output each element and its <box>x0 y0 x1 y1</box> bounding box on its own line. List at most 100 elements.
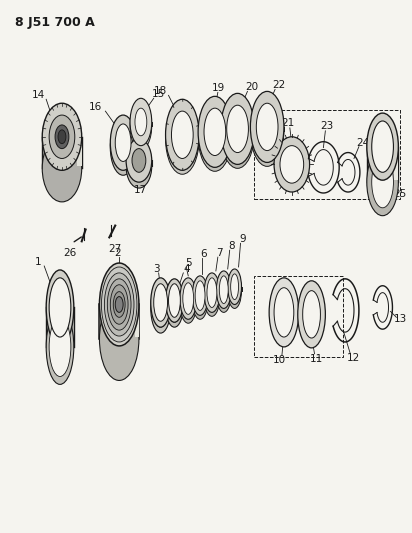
Ellipse shape <box>219 280 228 308</box>
Ellipse shape <box>303 290 321 338</box>
Ellipse shape <box>195 281 205 310</box>
Bar <box>77 139 82 166</box>
Ellipse shape <box>49 115 75 158</box>
Text: 8: 8 <box>228 241 235 251</box>
Ellipse shape <box>228 273 241 309</box>
Ellipse shape <box>367 113 398 180</box>
Text: 2: 2 <box>114 248 121 258</box>
Bar <box>130 122 152 126</box>
Bar <box>99 304 139 339</box>
Ellipse shape <box>231 274 239 300</box>
Ellipse shape <box>108 279 131 330</box>
Ellipse shape <box>99 297 139 381</box>
Bar <box>110 143 136 148</box>
Bar <box>221 129 254 133</box>
Ellipse shape <box>198 100 232 171</box>
Text: 11: 11 <box>310 354 323 364</box>
Bar <box>166 135 199 139</box>
Ellipse shape <box>115 129 131 166</box>
Ellipse shape <box>135 112 147 140</box>
Text: 17: 17 <box>134 185 147 195</box>
Ellipse shape <box>166 279 183 322</box>
Bar <box>254 110 400 199</box>
Ellipse shape <box>367 149 398 216</box>
Ellipse shape <box>180 282 197 323</box>
Ellipse shape <box>113 292 125 317</box>
Ellipse shape <box>101 267 137 342</box>
Bar <box>250 127 284 131</box>
Ellipse shape <box>192 276 208 316</box>
Ellipse shape <box>207 278 217 308</box>
Ellipse shape <box>166 103 199 174</box>
Text: 5: 5 <box>185 258 192 268</box>
Text: 25: 25 <box>394 189 407 199</box>
Bar <box>228 287 241 290</box>
Bar <box>166 301 183 305</box>
Ellipse shape <box>216 271 231 309</box>
Ellipse shape <box>126 144 152 188</box>
Ellipse shape <box>204 277 220 316</box>
Text: 13: 13 <box>394 314 407 324</box>
Ellipse shape <box>183 283 194 314</box>
Ellipse shape <box>130 98 152 146</box>
Bar <box>394 149 398 180</box>
Ellipse shape <box>169 284 180 317</box>
Text: 7: 7 <box>216 248 223 258</box>
Ellipse shape <box>192 280 208 319</box>
Ellipse shape <box>58 130 66 144</box>
Ellipse shape <box>104 273 134 336</box>
Ellipse shape <box>227 105 248 152</box>
Text: 27: 27 <box>109 244 122 254</box>
Text: 4: 4 <box>183 264 190 274</box>
Ellipse shape <box>154 284 168 321</box>
Ellipse shape <box>132 155 146 178</box>
Ellipse shape <box>256 103 278 151</box>
Bar <box>198 132 232 136</box>
Ellipse shape <box>183 287 194 318</box>
Bar <box>135 306 139 337</box>
Ellipse shape <box>207 282 217 311</box>
Ellipse shape <box>250 91 284 163</box>
Ellipse shape <box>269 278 299 347</box>
Ellipse shape <box>42 103 82 171</box>
Text: 8 J51 700 A: 8 J51 700 A <box>14 17 94 29</box>
Bar <box>42 137 82 168</box>
Text: 15: 15 <box>152 90 165 99</box>
Ellipse shape <box>151 284 171 333</box>
Bar <box>99 304 139 339</box>
Ellipse shape <box>195 285 205 314</box>
Bar <box>254 276 343 357</box>
Ellipse shape <box>55 125 69 149</box>
Text: 9: 9 <box>239 235 246 244</box>
Ellipse shape <box>46 310 74 384</box>
Text: 1: 1 <box>35 257 42 267</box>
Ellipse shape <box>154 289 168 327</box>
Text: 21: 21 <box>281 118 295 128</box>
Ellipse shape <box>221 98 254 168</box>
Ellipse shape <box>166 99 199 171</box>
Ellipse shape <box>198 96 232 167</box>
Ellipse shape <box>221 93 254 164</box>
Ellipse shape <box>231 278 239 303</box>
Ellipse shape <box>49 317 71 376</box>
Ellipse shape <box>49 278 71 337</box>
Ellipse shape <box>204 112 226 159</box>
Ellipse shape <box>227 109 248 157</box>
Ellipse shape <box>151 278 171 327</box>
Ellipse shape <box>126 139 152 182</box>
Ellipse shape <box>280 146 304 183</box>
Ellipse shape <box>171 115 193 163</box>
Bar <box>204 293 220 296</box>
Bar <box>367 147 398 182</box>
Bar <box>46 308 74 347</box>
Ellipse shape <box>169 289 180 322</box>
Ellipse shape <box>42 135 82 202</box>
Text: 14: 14 <box>32 90 45 100</box>
Text: 23: 23 <box>321 121 334 131</box>
Text: 6: 6 <box>201 249 207 259</box>
Ellipse shape <box>250 95 284 166</box>
Ellipse shape <box>298 281 325 348</box>
Ellipse shape <box>46 270 74 345</box>
Ellipse shape <box>216 275 231 312</box>
Ellipse shape <box>166 284 183 327</box>
